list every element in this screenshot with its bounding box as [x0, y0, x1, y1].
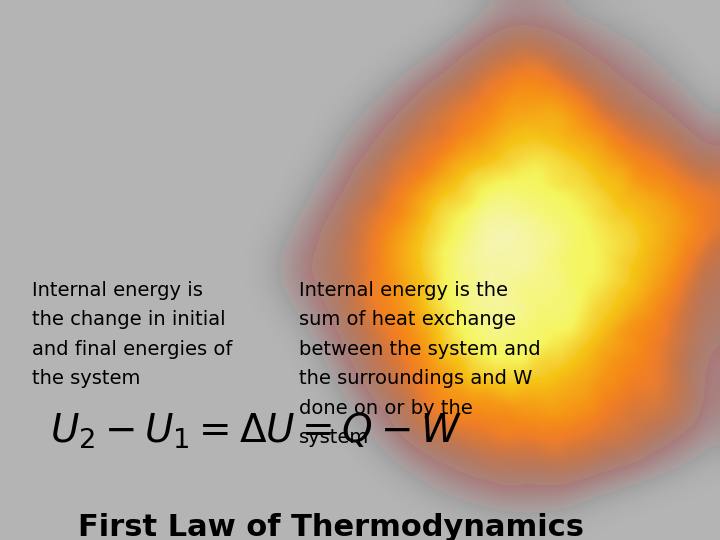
Text: First Law of Thermodynamics: First Law of Thermodynamics [78, 513, 584, 540]
Text: $U_2 - U_1 = \Delta U = Q - W$: $U_2 - U_1 = \Delta U = Q - W$ [50, 410, 462, 451]
Text: Internal energy is
the change in initial
and final energies of
the system: Internal energy is the change in initial… [32, 281, 233, 388]
Text: Internal energy is the
sum of heat exchange
between the system and
the surroundi: Internal energy is the sum of heat excha… [299, 281, 541, 447]
